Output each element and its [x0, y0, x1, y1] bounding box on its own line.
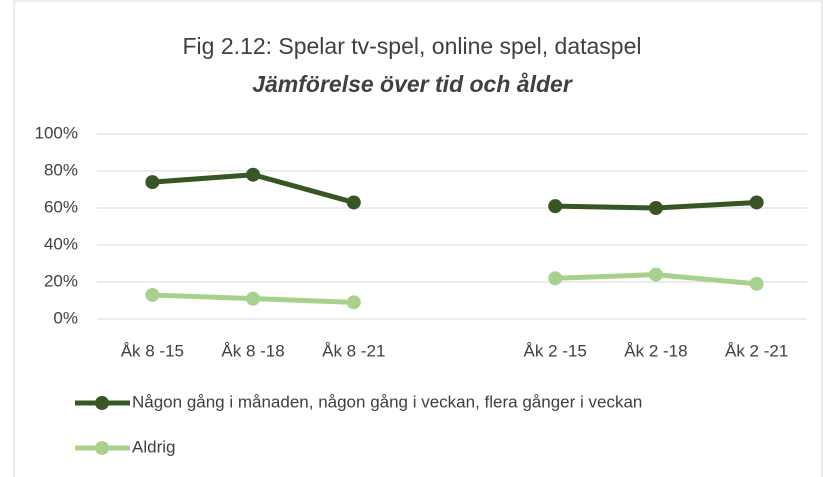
- data-point: [548, 199, 563, 214]
- series-line: [152, 272, 757, 305]
- data-point: [749, 276, 764, 291]
- data-point: [145, 175, 160, 190]
- chart-subtitle: Jämförelse över tid och ålder: [252, 71, 573, 97]
- data-point: [145, 287, 160, 302]
- legend-marker: [95, 396, 109, 410]
- data-point: [246, 291, 261, 306]
- x-tick-label: Åk 8 -21: [322, 341, 385, 360]
- data-point: [648, 267, 663, 282]
- x-tick-label: Åk 8 -18: [221, 341, 284, 360]
- y-tick-label: 0%: [53, 308, 78, 327]
- x-tick-label: Åk 2 -21: [725, 341, 788, 360]
- y-tick-label: 20%: [44, 271, 78, 290]
- series-line: [152, 172, 757, 211]
- y-tick-label: 60%: [44, 197, 78, 216]
- legend-label: Aldrig: [132, 437, 175, 456]
- data-point: [548, 271, 563, 286]
- y-tick-label: 100%: [35, 123, 78, 142]
- x-tick-label: Åk 2 -15: [524, 341, 587, 360]
- legend-marker: [95, 441, 109, 455]
- data-point: [346, 295, 361, 310]
- y-tick-label: 80%: [44, 160, 78, 179]
- legend-label: Någon gång i månaden, någon gång i vecka…: [132, 392, 642, 411]
- data-point: [648, 201, 663, 215]
- chart-title: Fig 2.12: Spelar tv-spel, online spel, d…: [183, 33, 642, 59]
- y-tick-label: 40%: [44, 234, 78, 253]
- data-point: [246, 167, 261, 182]
- data-point: [346, 195, 361, 210]
- x-tick-label: Åk 8 -15: [121, 341, 184, 360]
- data-point: [749, 195, 764, 210]
- chart-border: [13, 0, 823, 477]
- x-tick-label: Åk 2 -18: [624, 341, 687, 360]
